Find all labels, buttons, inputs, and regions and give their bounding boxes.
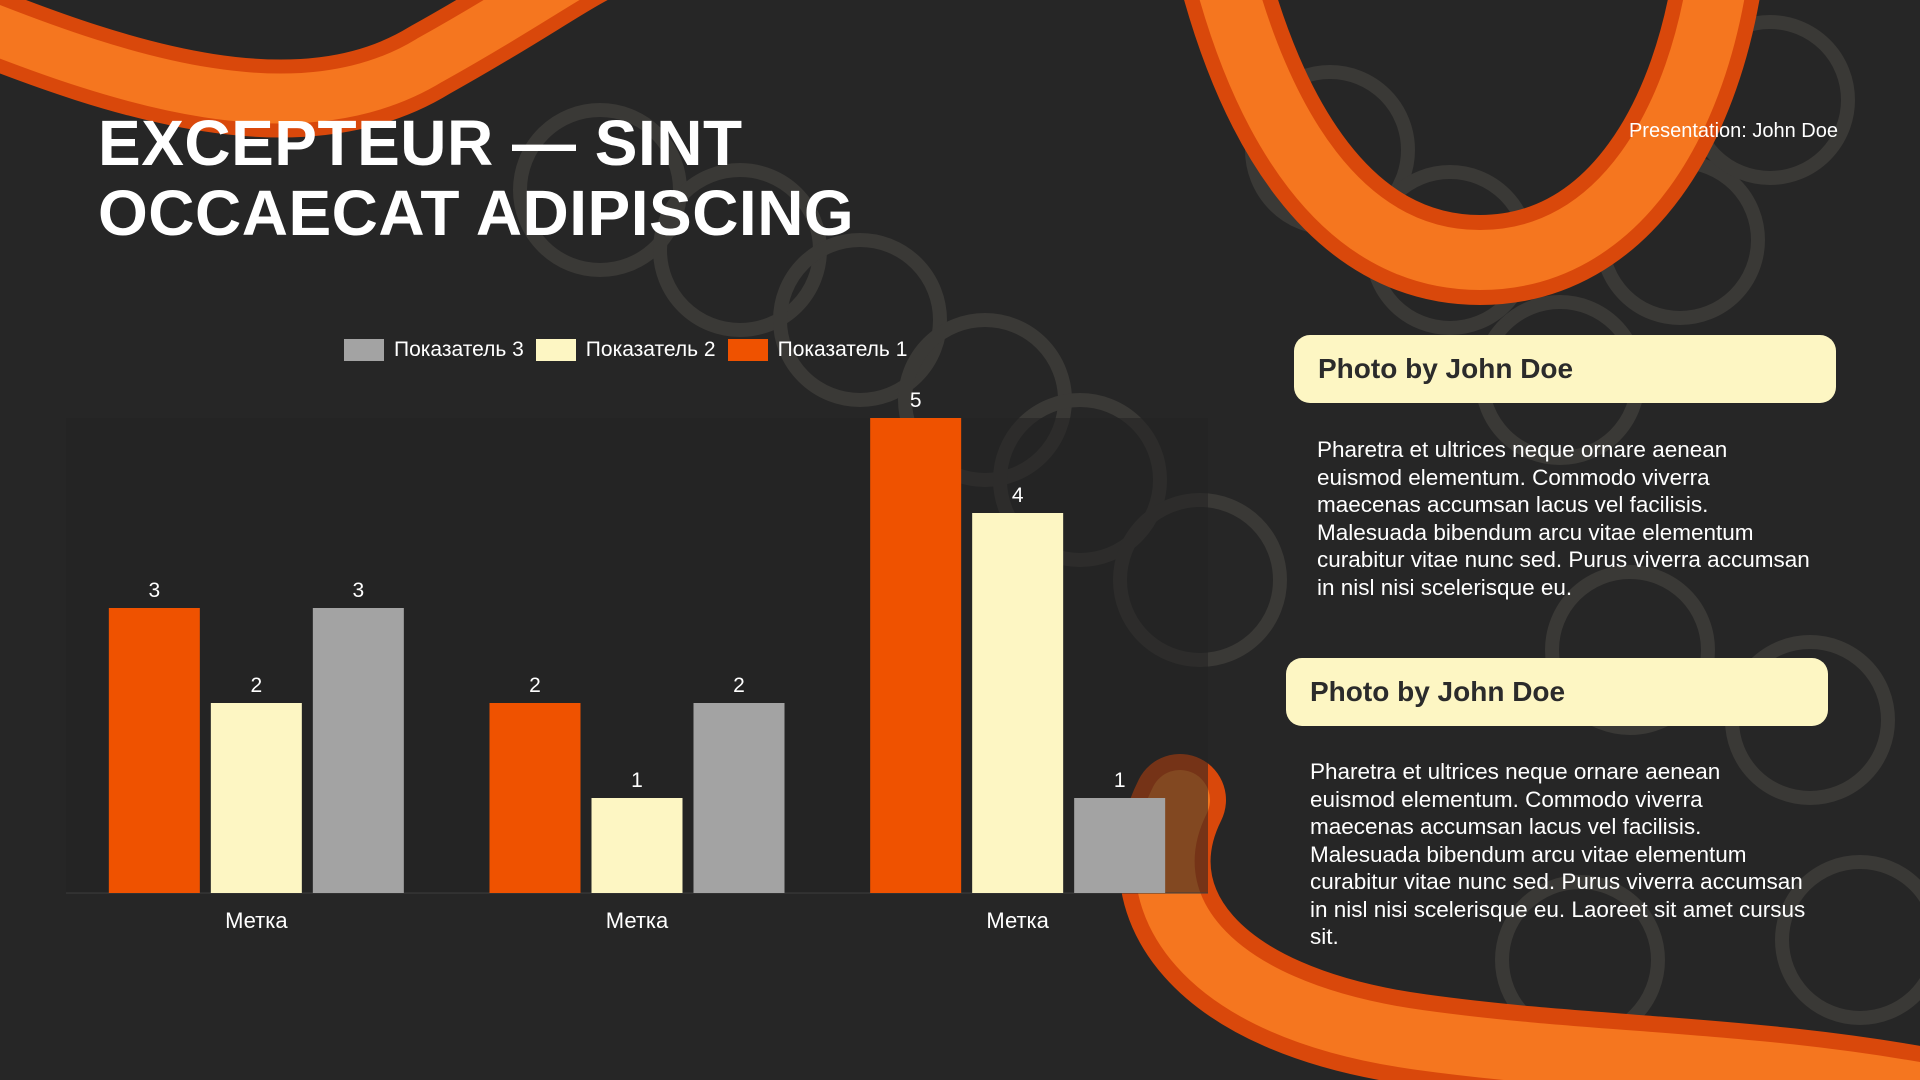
bar-series-1-category-3 [870,418,962,893]
presenter-label: Presentation: John Doe [1628,120,1838,142]
data-label-series-3-category-1: 3 [352,579,364,602]
data-label-series-1-category-1: 3 [148,579,160,602]
legend-item-series-3: Показатель 3 [344,338,524,362]
bar-series-3-category-2 [693,703,785,893]
slide-title-line-2: OCCAECAT ADIPISCING [98,177,855,249]
chart-legend: Показатель 3 Показатель 2 Показатель 1 [344,338,909,362]
data-label-series-2-category-3: 4 [1012,484,1024,507]
data-label-series-1-category-3: 5 [910,389,922,412]
legend-swatch-series-2 [535,339,576,361]
bar-series-3-category-3 [1074,798,1166,893]
bar-series-1-category-1 [108,608,200,893]
data-label-series-2-category-1: 2 [250,674,262,697]
card-1-body: Pharetra et ultrices neque ornare aenean… [1317,437,1810,600]
legend-swatch-series-3 [344,339,384,361]
slide-title: EXCEPTEUR — SINT OCCAECAT ADIPISCING [98,108,998,248]
card-2-heading: Photo by John Doe [1286,658,1828,726]
bar-series-3-category-1 [312,608,404,893]
legend-label-series-3: Показатель 3 [394,338,524,361]
data-label-series-2-category-2: 1 [631,769,643,792]
legend-item-series-2: Показатель 2 [535,338,716,362]
category-label-3: Метка [986,908,1049,933]
legend-item-series-1: Показатель 1 [727,338,908,362]
category-label-2: Метка [606,908,669,933]
slide-title-line-1: EXCEPTEUR — SINT [98,107,743,179]
category-label-1: Метка [225,908,288,933]
legend-swatch-series-1 [727,339,768,361]
data-label-series-3-category-3: 1 [1114,769,1126,792]
data-label-series-3-category-2: 2 [733,674,745,697]
bar-series-2-category-1 [210,703,302,893]
legend-label-series-2: Показатель 2 [585,338,716,361]
bar-series-2-category-2 [591,798,683,893]
card-1-heading: Photo by John Doe [1294,335,1836,403]
card-2-body: Pharetra et ultrices neque ornare aenean… [1310,759,1806,949]
data-label-series-1-category-2: 2 [529,674,541,697]
bar-series-2-category-3 [972,513,1064,893]
bar-series-1-category-2 [489,703,581,893]
legend-label-series-1: Показатель 1 [777,338,908,361]
